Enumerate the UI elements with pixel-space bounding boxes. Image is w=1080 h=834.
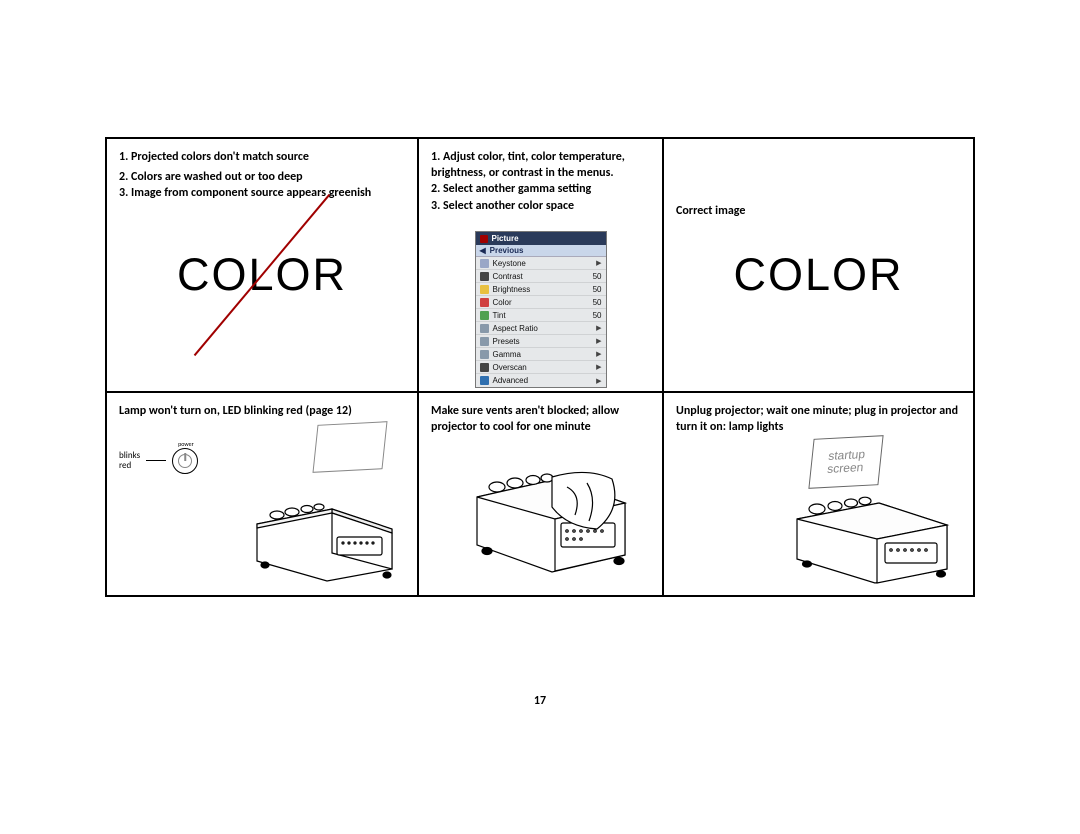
osd-row-icon — [480, 324, 489, 333]
osd-title-text: Picture — [492, 234, 519, 243]
osd-row: Gamma▶ — [476, 348, 606, 361]
osd-row: Brightness50 — [476, 283, 606, 296]
power-icon — [178, 454, 192, 468]
led-label-stack: blinks red — [119, 451, 140, 471]
osd-row-label: Color — [493, 298, 584, 307]
callout-line — [146, 460, 166, 461]
osd-row-value: 50 — [584, 272, 602, 281]
cell-color-solution: 1. Adjust color, tint, color temperature… — [418, 138, 663, 392]
osd-row-icon — [480, 363, 489, 372]
osd-row-icon — [480, 259, 489, 268]
cell-color-problem: 1. Projected colors don't match source 2… — [106, 138, 418, 392]
osd-row-arrow-icon: ▶ — [596, 337, 601, 345]
osd-row-arrow-icon: ▶ — [596, 259, 601, 267]
osd-prev-arrow-icon: ◀ — [480, 246, 486, 255]
cell-lamp-result: Unplug projector; wait one minute; plug … — [663, 392, 974, 596]
lamp-solution-heading: Make sure vents aren't blocked; allow pr… — [431, 403, 650, 435]
osd-rows: Keystone▶Contrast50Brightness50Color50Ti… — [476, 257, 606, 387]
led-red-label: red — [119, 461, 140, 471]
osd-row-arrow-icon: ▶ — [596, 350, 601, 358]
problem-line-1: 1. Projected colors don't match source — [119, 149, 405, 165]
troubleshooting-grid: 1. Projected colors don't match source 2… — [105, 137, 975, 597]
solution-line-3: 3. Select another color space — [431, 198, 650, 214]
power-button-graphic: power — [172, 448, 198, 474]
osd-row-icon — [480, 272, 489, 281]
osd-row: Aspect Ratio▶ — [476, 322, 606, 335]
lamp-problem-heading: Lamp won't turn on, LED blinking red (pa… — [119, 403, 405, 419]
osd-row-label: Overscan — [493, 363, 593, 372]
projector-illustration-2 — [447, 437, 647, 589]
osd-row: Color50 — [476, 296, 606, 309]
osd-row-icon — [480, 350, 489, 359]
osd-row-label: Keystone — [493, 259, 593, 268]
osd-row-value: 50 — [584, 298, 602, 307]
osd-row-label: Contrast — [493, 272, 584, 281]
problem-line-2: 2. Colors are washed out or too deep — [119, 169, 405, 185]
power-text-label: power — [178, 440, 194, 448]
page-number: 17 — [534, 694, 546, 708]
problem-line-3: 3. Image from component source appears g… — [119, 185, 405, 201]
osd-row-arrow-icon: ▶ — [596, 324, 601, 332]
osd-row: Keystone▶ — [476, 257, 606, 270]
osd-row: Presets▶ — [476, 335, 606, 348]
osd-previous-row: ◀ Previous — [476, 245, 606, 257]
osd-row-arrow-icon: ▶ — [596, 377, 601, 385]
cell-lamp-solution: Make sure vents aren't blocked; allow pr… — [418, 392, 663, 596]
osd-row-label: Presets — [493, 337, 593, 346]
lamp-result-heading: Unplug projector; wait one minute; plug … — [676, 403, 961, 435]
solution-line-2: 2. Select another gamma setting — [431, 181, 650, 197]
osd-row-arrow-icon: ▶ — [596, 363, 601, 371]
cell-lamp-problem: Lamp won't turn on, LED blinking red (pa… — [106, 392, 418, 596]
osd-row-icon — [480, 298, 489, 307]
osd-row: Advanced▶ — [476, 374, 606, 387]
osd-title-bar: Picture — [476, 232, 606, 245]
osd-row-label: Tint — [493, 311, 584, 320]
cell-color-result: Correct image COLOR — [663, 138, 974, 392]
osd-row-label: Advanced — [493, 376, 593, 385]
osd-row-label: Brightness — [493, 285, 584, 294]
osd-menu: Picture ◀ Previous Keystone▶Contrast50Br… — [475, 231, 607, 388]
power-led-area: blinks red power — [119, 448, 198, 474]
osd-row: Contrast50 — [476, 270, 606, 283]
osd-row-value: 50 — [584, 285, 602, 294]
osd-row-icon — [480, 311, 489, 320]
osd-prev-label: Previous — [490, 246, 524, 255]
osd-row: Tint50 — [476, 309, 606, 322]
osd-row-label: Aspect Ratio — [493, 324, 593, 333]
osd-title-icon — [480, 235, 488, 243]
solution-line-1: 1. Adjust color, tint, color temperature… — [431, 149, 650, 181]
good-color-text: COLOR — [733, 249, 903, 301]
osd-row-icon — [480, 376, 489, 385]
projector-illustration-1 — [237, 479, 407, 589]
osd-row-value: 50 — [584, 311, 602, 320]
osd-row-icon — [480, 337, 489, 346]
projector-illustration-3 — [775, 471, 965, 589]
result-heading: Correct image — [676, 203, 961, 219]
osd-row-icon — [480, 285, 489, 294]
osd-row: Overscan▶ — [476, 361, 606, 374]
blank-screen — [312, 421, 387, 473]
osd-row-label: Gamma — [493, 350, 593, 359]
bad-color-graphic: COLOR — [177, 249, 347, 301]
